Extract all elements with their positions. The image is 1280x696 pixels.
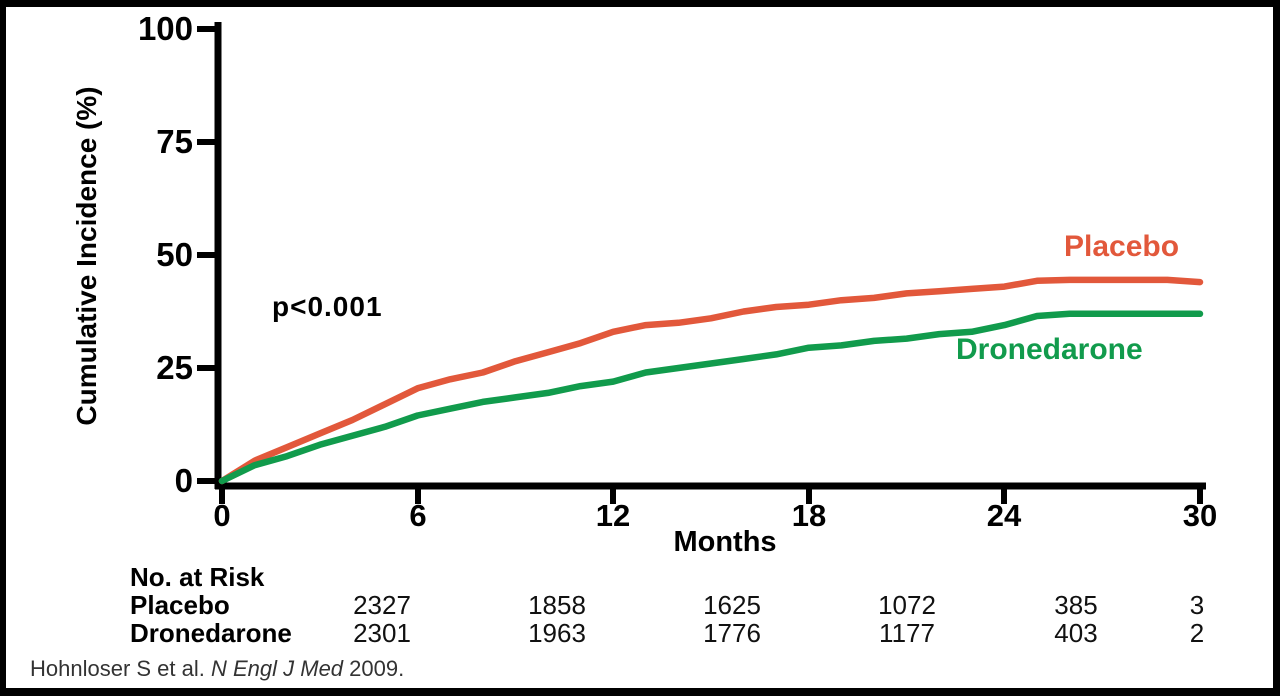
- x-tick-label-6: 6: [409, 498, 427, 533]
- risk-cell: 2301: [353, 618, 411, 648]
- risk-cell: 2: [1189, 618, 1205, 648]
- risk-cell: 403: [1054, 618, 1098, 648]
- citation-prefix: Hohnloser S et al.: [30, 656, 211, 681]
- x-tick-label-24: 24: [986, 498, 1022, 533]
- x-axis-title: Months: [673, 526, 777, 558]
- risk-cell: 2327: [353, 590, 411, 620]
- dronedarone-series-label: Dronedarone: [956, 333, 1143, 366]
- citation-journal: N Engl J Med: [210, 656, 344, 681]
- y-axis-title: Cumulative Incidence (%): [71, 86, 102, 426]
- citation: Hohnloser S et al. N Engl J Med 2009.: [30, 656, 404, 682]
- risk-cell: 1177: [879, 618, 935, 648]
- risk-cell: 3: [1189, 590, 1205, 620]
- x-tick-label-18: 18: [791, 498, 827, 533]
- survival-curves: [218, 276, 1204, 485]
- y-tick-label-75: 75: [156, 123, 193, 160]
- x-tick-label-12: 12: [595, 498, 631, 533]
- citation-suffix: 2009.: [343, 656, 405, 681]
- x-tick-label-30: 30: [1182, 498, 1218, 533]
- placebo-series-label: Placebo: [1064, 230, 1180, 263]
- risk-cell: 1072: [878, 590, 936, 620]
- y-tick-label-50: 50: [156, 236, 193, 273]
- y-tick-label-25: 25: [156, 349, 193, 386]
- risk-cell: 1625: [703, 590, 761, 620]
- risk-cell: 385: [1054, 590, 1098, 620]
- axes: [197, 22, 1206, 504]
- p-value-annotation: p<0.001: [272, 291, 383, 322]
- x-tick-label-0: 0: [213, 498, 231, 533]
- dronedarone-curve: [218, 310, 1204, 485]
- risk-cell: 1776: [703, 618, 761, 648]
- placebo-curve: [218, 276, 1204, 485]
- y-tick-label-0: 0: [174, 462, 193, 499]
- risk-row-label-dronedarone: Dronedarone: [130, 618, 292, 648]
- risk-table-header: No. at Risk: [130, 562, 265, 592]
- risk-cell: 1858: [528, 590, 586, 620]
- y-tick-label-100: 100: [137, 10, 193, 47]
- risk-row-label-placebo: Placebo: [130, 590, 230, 620]
- risk-cell: 1963: [528, 618, 586, 648]
